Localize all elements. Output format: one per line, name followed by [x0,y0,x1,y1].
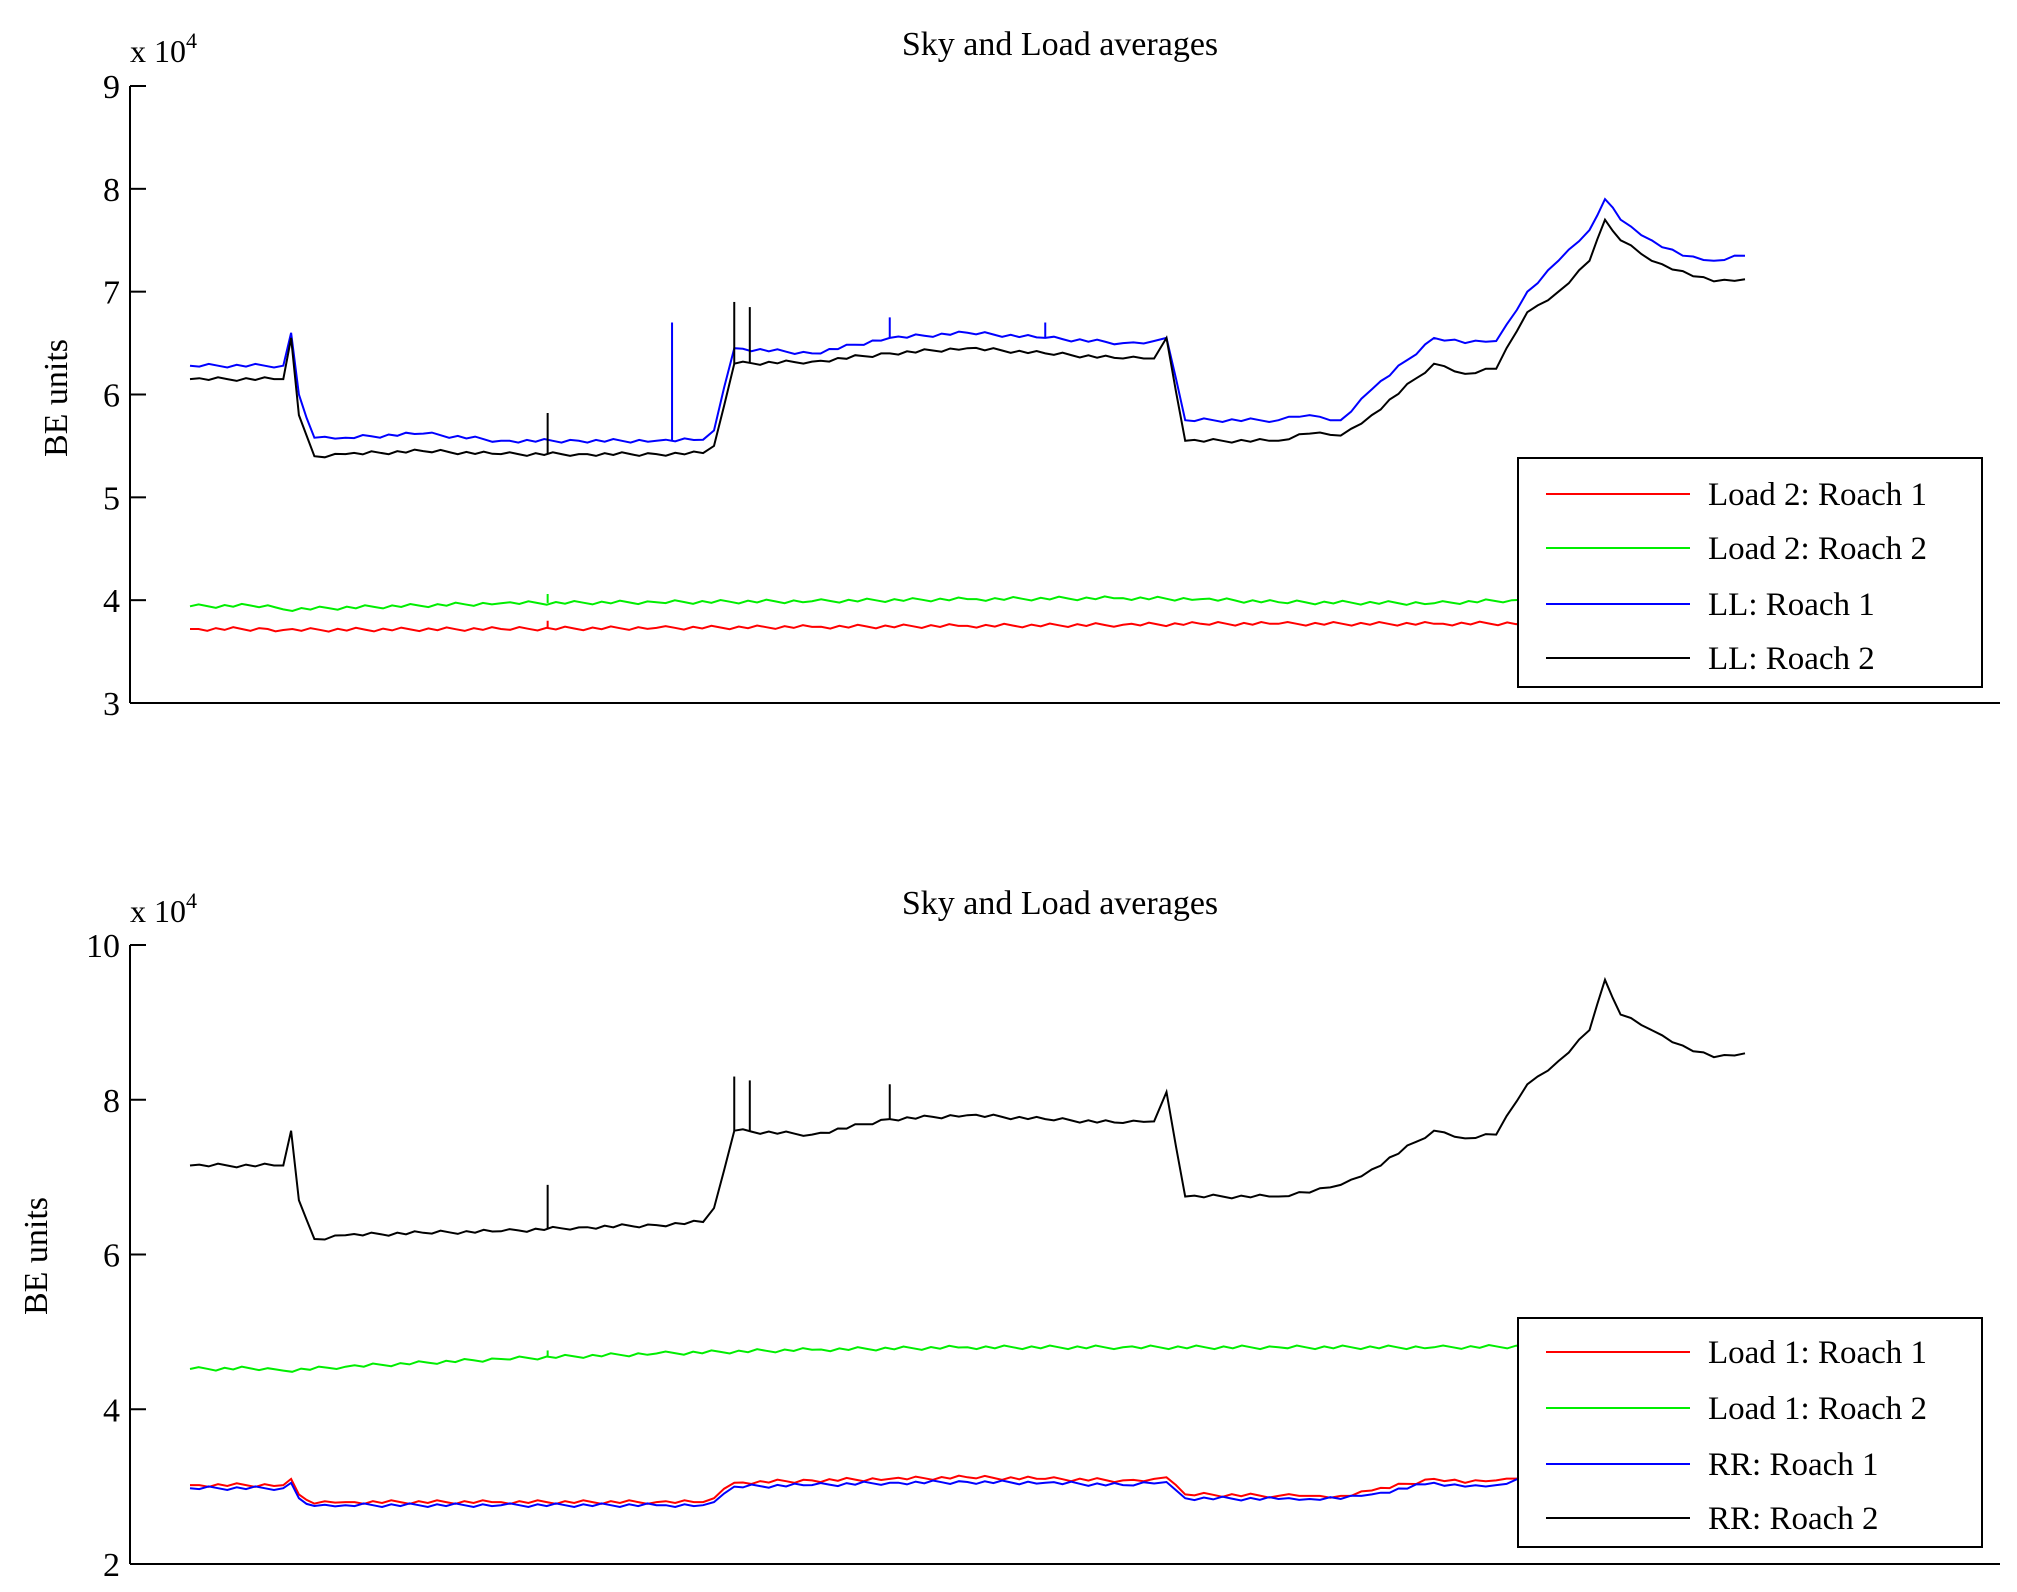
y-ticks: 2 4 6 8 10 [86,928,146,1584]
legend-label-rr-roach2: RR: Roach 2 [1708,1501,1879,1537]
series-line-load-1-roach-2 [189,1340,1746,1373]
series-line-rr-roach-1 [189,1453,1746,1509]
legend-label-load1-roach2: Load 1: Roach 2 [1708,1391,1927,1427]
y-scale-label: x 104 [130,888,197,929]
series-group [189,197,1746,633]
series-group [189,976,1746,1509]
y-axis-label: BE units [18,1197,55,1315]
y-tick-label: 6 [103,378,120,415]
series-line-ll-roach-1 [189,197,1746,444]
y-tick-label: 10 [86,928,120,965]
legend-label-load2-roach1: Load 2: Roach 1 [1708,477,1927,513]
legend-label-ll-roach2: LL: Roach 2 [1708,641,1875,677]
y-scale-label: x 104 [130,28,197,69]
y-tick-label: 9 [103,69,120,106]
legend-label-ll-roach1: LL: Roach 1 [1708,587,1875,623]
series-line-ll-roach-2 [189,217,1746,459]
y-axis-label: BE units [38,339,75,457]
chart-bottom: Sky and Load averages x 104 BE units 2 4 6… [18,885,2000,1584]
y-tick-label: 3 [103,686,120,723]
series-line-load-2-roach-1 [190,616,1746,633]
legend-label-load1-roach1: Load 1: Roach 1 [1708,1335,1927,1371]
legend: Load 2: Roach 1 Load 2: Roach 2 LL: Roac… [1517,457,1983,688]
series-line-load-1-roach-1 [190,1450,1746,1505]
y-ticks: 3 4 5 6 7 8 9 [103,69,146,723]
series-line-rr-roach-2 [189,976,1746,1241]
legend-box [1517,457,1983,688]
chart-title: Sky and Load averages [902,885,1218,922]
y-tick-label: 7 [103,275,120,312]
series-line-load-2-roach-2 [189,589,1746,613]
y-tick-label: 2 [103,1547,120,1584]
legend: Load 1: Roach 1 Load 1: Roach 2 RR: Roac… [1517,1317,1983,1548]
y-tick-label: 6 [103,1238,120,1275]
y-tick-label: 4 [103,1392,120,1429]
y-tick-label: 5 [103,480,120,517]
chart-title: Sky and Load averages [902,26,1218,63]
y-tick-label: 8 [103,1083,120,1120]
legend-label-rr-roach1: RR: Roach 1 [1708,1447,1879,1483]
y-tick-label: 4 [103,583,120,620]
y-tick-label: 8 [103,172,120,209]
legend-box [1517,1317,1983,1548]
chart-top: Sky and Load averages x 104 BE units 3 4 5… [38,26,2000,723]
legend-label-load2-roach2: Load 2: Roach 2 [1708,531,1927,567]
